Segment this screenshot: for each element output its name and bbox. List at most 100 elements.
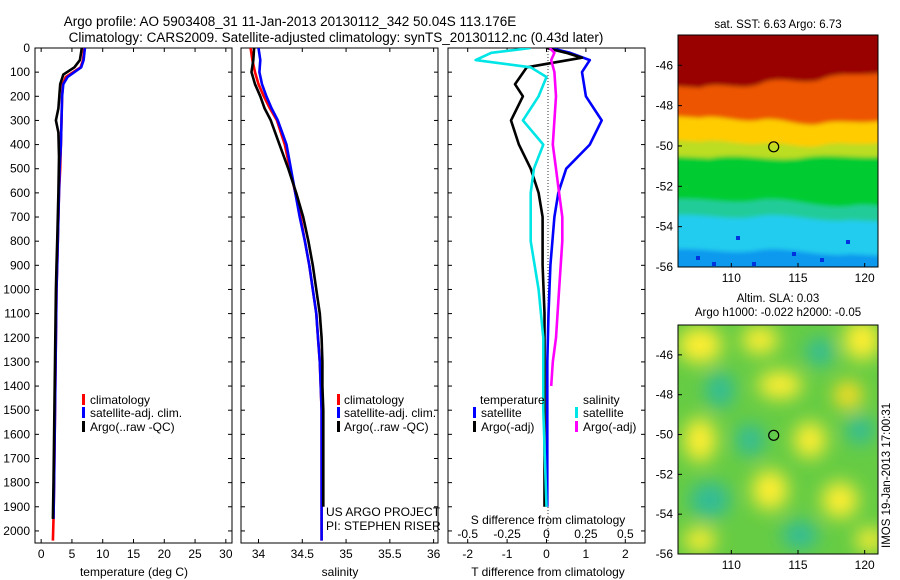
depth-tick-label: 1700 [3,451,30,465]
map-y-tick-label: -54 [656,507,674,521]
x-tick-label: 36 [427,547,441,561]
depth-tick-label: 1900 [3,500,30,514]
depth-tick-label: 200 [10,89,30,103]
legend-label-satellite: satellite-adj. clim. [90,406,182,420]
map-y-tick-label: -50 [656,139,674,153]
legend-label-climatology: climatology [90,393,150,407]
legend-swatch-temperature-satellite [473,407,476,418]
sla-map-title-line1: Altim. SLA: 0.03 [737,293,819,305]
map-y-tick-label: -48 [656,388,674,402]
x-tick-label: 10 [96,547,110,561]
salinity-series-group [249,48,325,541]
s-difference-axis-label: S difference from climatology [471,513,626,527]
series-line-argo-raw-qc- [51,48,84,519]
map-y-tick-label: -46 [656,348,674,362]
figure-title-line2: Climatology: CARS2009. Satellite-adjuste… [69,30,604,45]
series-line-argo-raw-qc- [250,48,325,507]
project-note-line2: PI: STEPHEN RISER [326,519,441,533]
legend-label-climatology: climatology [344,393,404,407]
legend-label-argo: Argo(..raw -QC) [344,420,429,434]
depth-tick-label: 600 [10,186,30,200]
map-y-tick-label: -46 [656,58,674,72]
depth-tick-label: 1800 [3,476,30,490]
map-x-tick-label: 120 [855,271,875,285]
s-tick-label: 0.25 [574,527,598,541]
depth-tick-label: 800 [10,234,30,248]
project-note-line1: US ARGO PROJECT [326,505,441,519]
series-line-satellite-adj-clim- [257,48,323,541]
temperature-axis-label: temperature (deg C) [80,565,188,579]
map-y-tick-label: -56 [656,260,674,274]
sst-map-image [678,35,878,267]
legend-title-temperature: temperature [480,393,545,407]
depth-tick-label: 500 [10,162,30,176]
salinity-axis-label: salinity [322,565,359,579]
salinity-x-axis: 34 34.5 35 35.5 36 [252,48,441,561]
sla-map-title-line2: Argo h1000: -0.022 h2000: -0.05 [695,307,861,319]
depth-tick-label: 900 [10,258,30,272]
series-line-salinity-argo-adj- [548,48,564,387]
temperature-x-axis: 0 5 10 15 20 25 30 [38,48,233,561]
x-tick-label: -2 [462,547,473,561]
x-tick-label: 25 [188,547,202,561]
depth-tick-label: 400 [10,138,30,152]
legend-swatch-climatology [82,394,85,405]
map-x-tick-label: 120 [855,558,875,572]
depth-tick-label: 1500 [3,403,30,417]
imos-timestamp: IMOS 19-Jan-2013 17:00:31 [881,403,893,548]
map-x-tick-label: 110 [722,271,741,285]
argo-position-marker [768,429,780,441]
depth-tick-label: 1100 [4,307,30,321]
depth-tick-label: 300 [10,113,30,127]
depth-tick-label: 1200 [3,331,30,345]
legend-title-salinity: salinity [583,393,620,407]
series-line-temperature-satellite [545,48,604,507]
x-tick-label: 34 [252,547,266,561]
depth-tick-label: 1000 [3,282,30,296]
legend-label-salinity-satellite: satellite [583,406,624,420]
sst-map-title: sat. SST: 6.63 Argo: 6.73 [714,19,841,31]
map-x-tick-label: 110 [722,558,741,572]
map-y-tick-label: -56 [656,547,674,561]
legend-swatch-argo [337,421,340,432]
legend-swatch-salinity-argo [575,421,578,432]
depth-tick-label: 2000 [3,524,30,538]
depth-tick-label: 700 [10,210,30,224]
legend-label-temperature-satellite: satellite [481,406,522,420]
legend-label-argo: Argo(..raw -QC) [90,420,175,434]
map-y-tick-label: -52 [656,467,674,481]
sla-map-frame [677,324,879,555]
map-x-tick-label: 115 [788,271,807,285]
s-tick-label: 0 [543,527,550,541]
t-difference-axis-label: T difference from climatology [471,565,625,579]
x-tick-label: 15 [127,547,141,561]
salinity-difference-axis: -0.5 -0.25 0 0.25 0.5 [457,527,634,541]
legend-label-salinity-argo: Argo(-adj) [583,420,636,434]
map-y-tick-label: -54 [656,220,674,234]
sst-map-axes: 110 115 120 -56 -54 -52 -50 -48 -46 [656,58,875,285]
temperature-series-group [51,48,87,541]
sla-map-axes: 110 115 120 -56 -54 -52 -50 -48 -46 [656,348,875,572]
legend-swatch-argo [82,421,85,432]
x-tick-label: 0 [543,547,550,561]
difference-series-group [474,48,604,507]
x-tick-label: 35.5 [378,547,402,561]
sla-map-image [678,325,878,554]
depth-tick-label: 0 [23,41,30,55]
depth-tick-label: 100 [10,65,30,79]
temperature-legend: climatology satellite-adj. clim. Argo(..… [82,393,182,434]
sst-map-frame [677,34,879,268]
map-y-tick-label: -52 [656,179,674,193]
x-tick-label: 2 [622,547,629,561]
argo-position-marker [768,141,780,153]
legend-label-satellite: satellite-adj. clim. [344,406,436,420]
depth-axis: 0 100 200 300 400 500 600 700 800 900 1000 1100 1200… [3,41,645,538]
s-tick-label: -0.25 [493,527,521,541]
legend-swatch-temperature-argo [473,421,476,432]
figure-title-line1: Argo profile: AO 5903408_31 11-Jan-2013 … [64,14,517,29]
legend-swatch-satellite [82,407,85,418]
temperature-plot-area [34,47,233,544]
legend-label-temperature-argo: Argo(-adj) [481,420,534,434]
x-tick-label: 0 [38,547,45,561]
x-tick-label: 34.5 [291,547,315,561]
